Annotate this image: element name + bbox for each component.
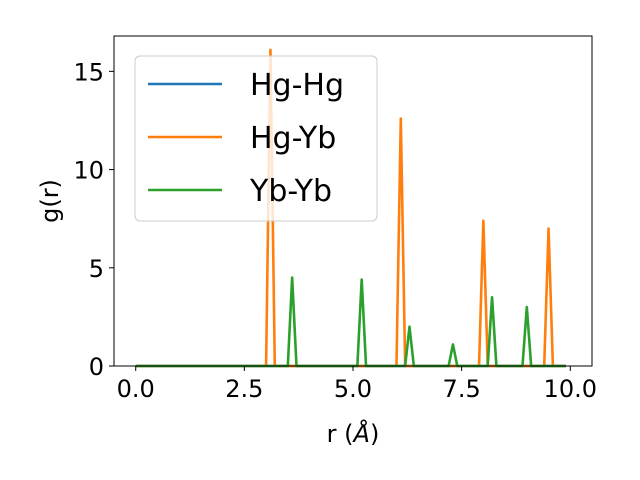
x-tick-label: 0.0 <box>117 375 155 403</box>
x-axis-ticks: 0.0 2.5 5.0 7.5 10.0 <box>117 366 597 403</box>
y-tick-label: 10 <box>73 157 104 185</box>
y-tick-label: 0 <box>89 353 104 381</box>
legend-label-hg-yb: Hg-Yb <box>250 121 336 156</box>
x-axis-label: r (Å) <box>327 419 380 448</box>
y-axis-ticks: 0 5 10 15 <box>73 58 114 381</box>
legend-box <box>134 55 378 222</box>
legend-label-hg-hg: Hg-Hg <box>250 68 344 103</box>
x-tick-label: 7.5 <box>443 375 481 403</box>
y-axis-label: g(r) <box>36 179 64 223</box>
y-tick-label: 15 <box>73 58 104 86</box>
x-tick-label: 2.5 <box>225 375 263 403</box>
y-tick-label: 5 <box>89 255 104 283</box>
x-tick-label: 5.0 <box>334 375 372 403</box>
legend-label-yb-yb: Yb-Yb <box>249 174 332 209</box>
series-line-yb-yb <box>135 276 566 368</box>
legend: Hg-Hg Hg-Yb Yb-Yb <box>134 55 378 222</box>
x-tick-label: 10.0 <box>544 375 597 403</box>
